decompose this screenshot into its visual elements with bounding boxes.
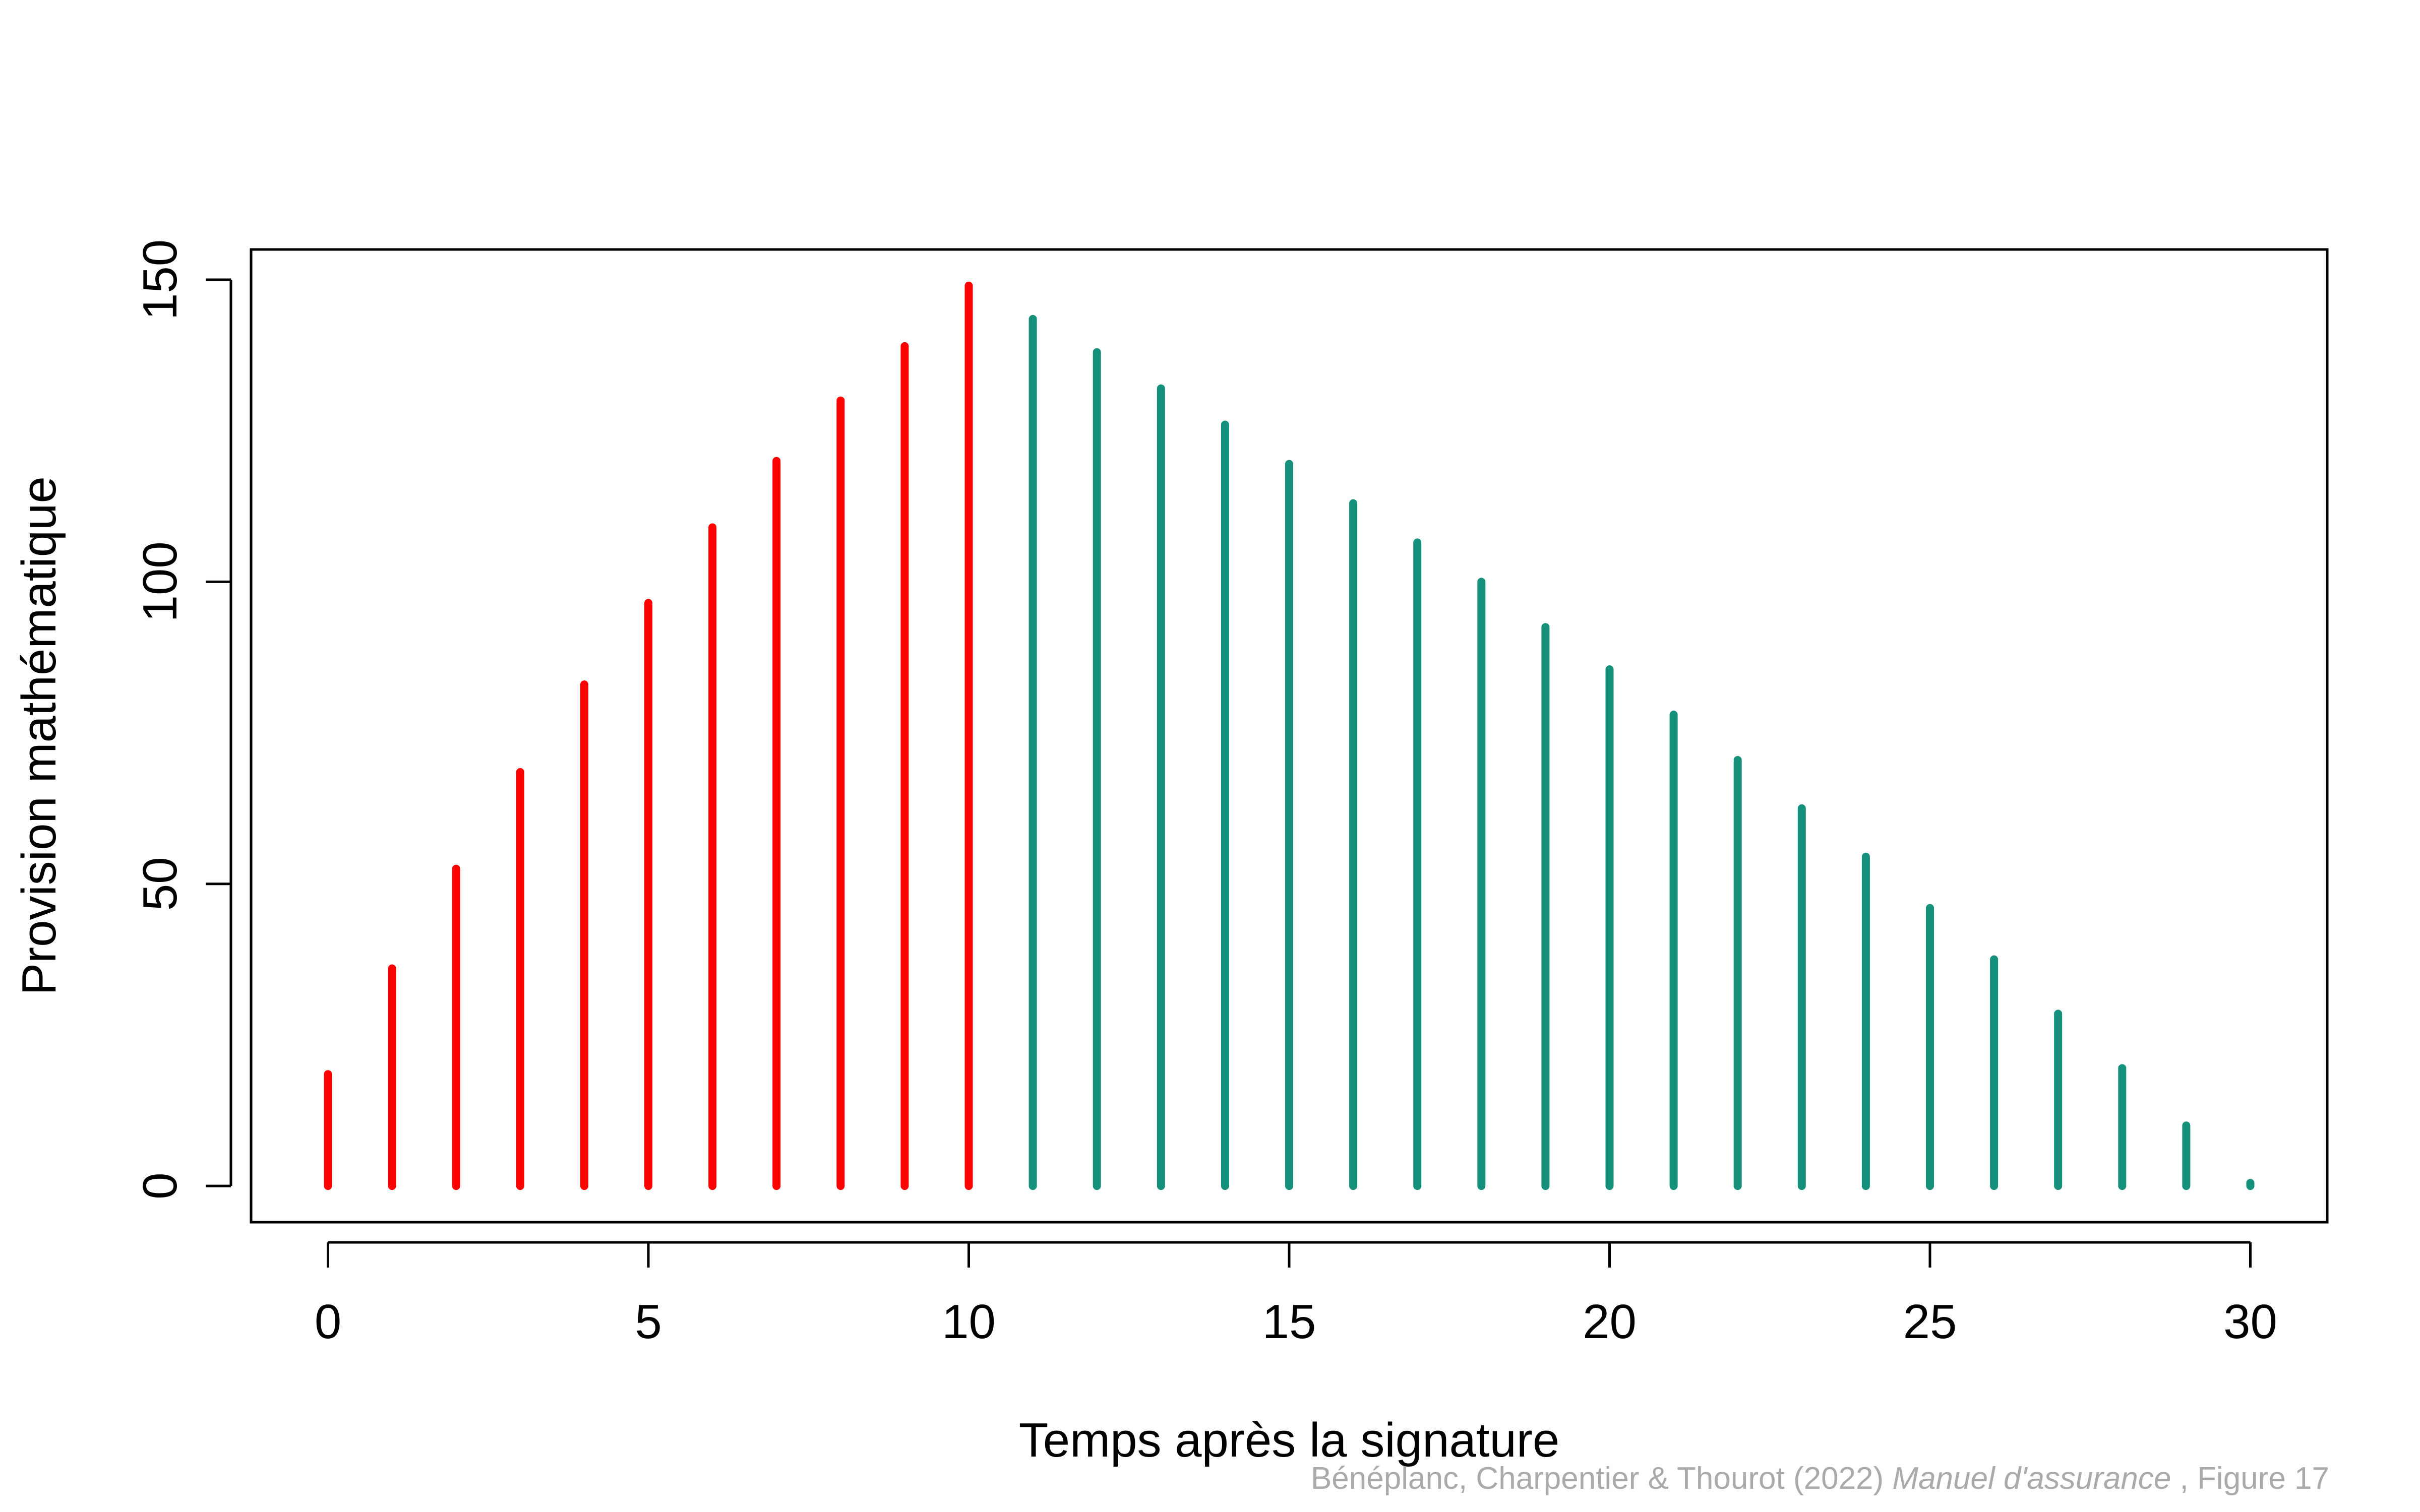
caption-figure-number: , Figure 17 [2180, 1461, 2329, 1496]
x-axis: 0 5 10 15 20 25 30 [315, 1241, 2277, 1349]
x-tick-label: 0 [315, 1295, 341, 1349]
caption-authors: Bénéplanc, Charpentier & Thourot (2022) [1310, 1461, 1884, 1496]
y-tick-label: 150 [133, 239, 187, 320]
figure-caption: Bénéplanc, Charpentier & Thourot (2022) … [1311, 1461, 2329, 1496]
x-tick-label: 25 [1903, 1295, 1957, 1349]
y-tick-label: 50 [133, 857, 187, 911]
plot-frame [250, 248, 2329, 1224]
y-tick-label: 100 [133, 541, 187, 622]
x-axis-title: Temps après la signature [1019, 1413, 1560, 1467]
y-tick-label: 0 [133, 1172, 187, 1199]
x-tick-label: 15 [1262, 1295, 1316, 1349]
y-axis: 0 50 100 150 [133, 239, 232, 1200]
x-tick-label: 30 [2223, 1295, 2277, 1349]
y-axis-title: Provision mathématique [12, 476, 66, 995]
x-tick-label: 10 [942, 1295, 996, 1349]
x-tick-label: 20 [1583, 1295, 1637, 1349]
caption-book-title: Manuel d'assurance [1892, 1461, 2171, 1496]
bars-group [324, 281, 2255, 1190]
x-tick-label: 5 [635, 1295, 661, 1349]
